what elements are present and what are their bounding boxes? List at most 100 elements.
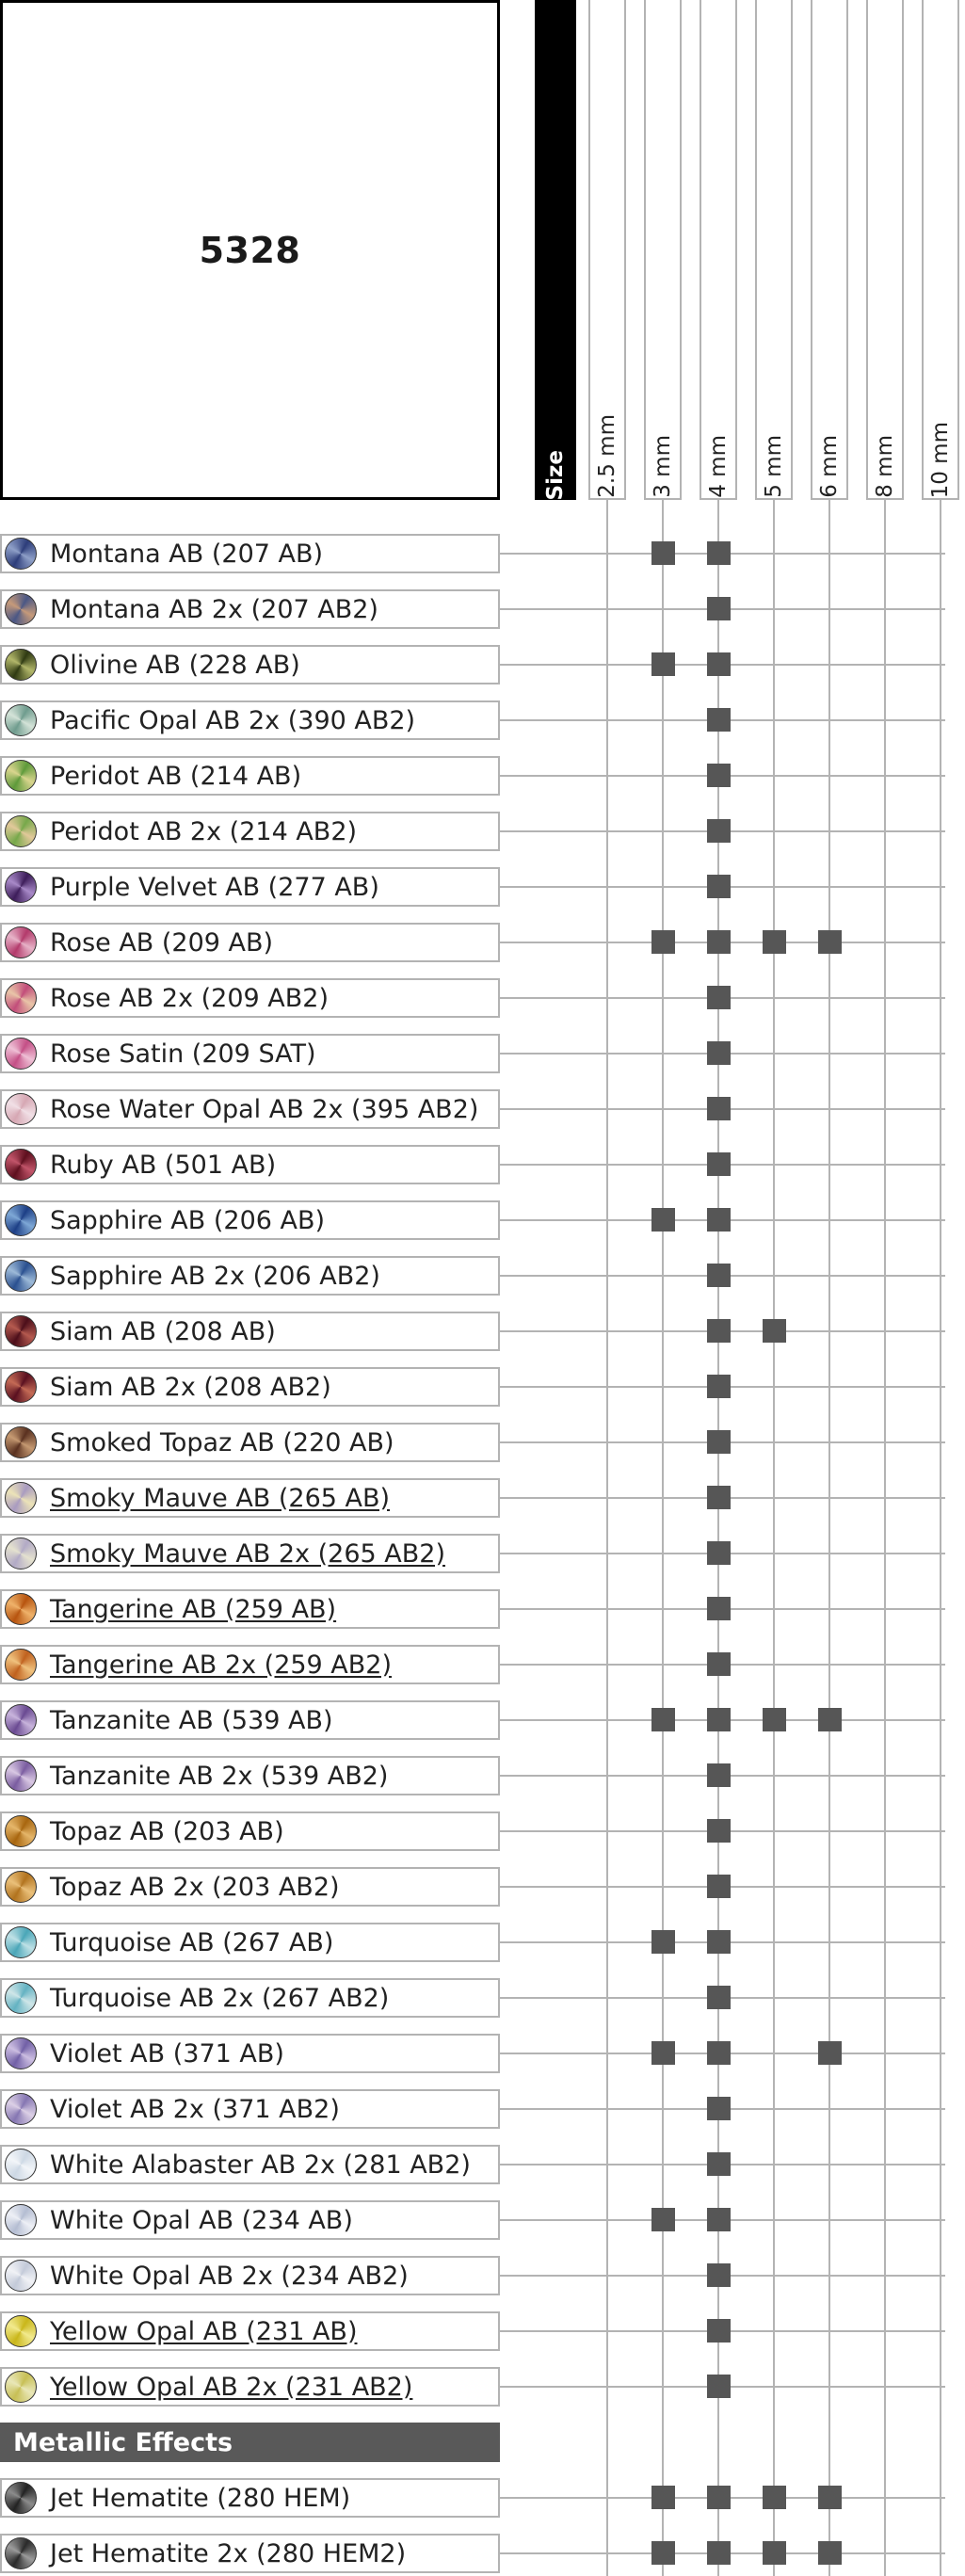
color-name: Violet AB 2x (371 AB2) [50,2094,340,2124]
color-row: Peridot AB (214 AB) [0,756,500,796]
availability-marker [706,1041,731,1065]
availability-marker [706,1208,731,1232]
color-name: Jet Hematite (280 HEM) [50,2483,351,2513]
color-name[interactable]: Tangerine AB 2x (259 AB2) [50,1650,393,1680]
color-name: Siam AB (208 AB) [50,1316,276,1346]
crystal-swatch-icon [5,1926,37,1958]
availability-marker [706,1430,731,1454]
color-row: Rose Water Opal AB 2x (395 AB2) [0,1089,500,1129]
availability-marker [706,2152,731,2176]
availability-marker [762,1319,786,1343]
color-row: Rose Satin (209 SAT) [0,1034,500,1073]
crystal-swatch-icon [5,1704,37,1736]
availability-marker [706,1264,731,1287]
size-column-header: 8 mm [866,0,904,500]
color-row: Ruby AB (501 AB) [0,1145,500,1184]
size-column-label: 2.5 mm [595,414,619,498]
availability-marker [651,930,675,954]
color-row: Smoky Mauve AB (265 AB) [0,1478,500,1518]
color-row: Turquoise AB 2x (267 AB2) [0,1978,500,2018]
availability-marker [651,2541,675,2565]
color-name: Rose AB (209 AB) [50,927,274,958]
color-row: Yellow Opal AB 2x (231 AB2) [0,2367,500,2407]
color-name: Sapphire AB (206 AB) [50,1205,326,1235]
color-name[interactable]: Yellow Opal AB (231 AB) [50,2316,358,2346]
crystal-swatch-icon [5,2482,37,2514]
size-column-line [773,500,775,2576]
availability-marker [817,1708,842,1731]
crystal-swatch-icon [5,815,37,847]
crystal-swatch-icon [5,760,37,792]
availability-marker [817,930,842,954]
availability-marker [706,986,731,1009]
color-row: Sapphire AB 2x (206 AB2) [0,1256,500,1296]
color-name[interactable]: Yellow Opal AB 2x (231 AB2) [50,2372,413,2402]
color-row: Rose AB 2x (209 AB2) [0,978,500,1018]
availability-marker [706,1319,731,1343]
crystal-swatch-icon [5,1260,37,1292]
availability-marker [651,1930,675,1954]
color-row: Tangerine AB 2x (259 AB2) [0,1645,500,1684]
color-row: Montana AB (207 AB) [0,534,500,573]
crystal-swatch-icon [5,2149,37,2181]
color-name: Topaz AB 2x (203 AB2) [50,1872,340,1902]
availability-marker [817,2041,842,2065]
size-column-line [717,500,719,2576]
availability-marker [817,2541,842,2565]
color-name: Montana AB 2x (207 AB2) [50,594,378,624]
color-name[interactable]: Smoky Mauve AB (265 AB) [50,1483,391,1513]
section-title: Metallic Effects [13,2427,233,2457]
crystal-swatch-icon [5,1038,37,1070]
color-row: Jet Hematite (280 HEM) [0,2478,500,2518]
availability-marker [706,2097,731,2120]
color-row: Purple Velvet AB (277 AB) [0,867,500,907]
availability-marker [706,2375,731,2398]
availability-marker [762,2486,786,2509]
availability-marker [706,1930,731,1954]
size-column-label: 10 mm [928,421,953,498]
color-name: Rose Satin (209 SAT) [50,1038,316,1069]
crystal-swatch-icon [5,1371,37,1403]
size-header: Size [535,0,576,500]
crystal-swatch-icon [5,593,37,625]
crystal-swatch-icon [5,2260,37,2292]
size-column-header: 6 mm [811,0,848,500]
availability-marker [706,1708,731,1731]
availability-marker [706,597,731,620]
availability-marker [706,1652,731,1676]
color-row: Smoky Mauve AB 2x (265 AB2) [0,1534,500,1573]
size-column-label: 8 mm [873,435,897,498]
crystal-swatch-icon [5,1593,37,1625]
color-name: Rose AB 2x (209 AB2) [50,983,329,1013]
availability-marker [706,2041,731,2065]
color-row: Siam AB 2x (208 AB2) [0,1367,500,1407]
color-name: Smoked Topaz AB (220 AB) [50,1427,394,1457]
color-row: Siam AB (208 AB) [0,1312,500,1351]
color-name[interactable]: Tangerine AB (259 AB) [50,1594,337,1624]
color-name: White Opal AB (234 AB) [50,2205,353,2235]
availability-marker [706,875,731,898]
availability-marker [651,652,675,676]
crystal-swatch-icon [5,1871,37,1903]
color-name: Montana AB (207 AB) [50,539,324,569]
color-name[interactable]: Smoky Mauve AB 2x (265 AB2) [50,1538,445,1569]
crystal-swatch-icon [5,1815,37,1847]
crystal-swatch-icon [5,538,37,570]
color-name: Turquoise AB (267 AB) [50,1927,334,1957]
color-name: White Alabaster AB 2x (281 AB2) [50,2149,471,2180]
color-name: Purple Velvet AB (277 AB) [50,872,379,902]
color-row: Sapphire AB (206 AB) [0,1200,500,1240]
availability-marker [651,2486,675,2509]
color-name: Topaz AB (203 AB) [50,1816,284,1846]
crystal-swatch-icon [5,2371,37,2403]
availability-marker [762,2541,786,2565]
color-name: Sapphire AB 2x (206 AB2) [50,1261,380,1291]
availability-marker [706,1819,731,1843]
crystal-swatch-icon [5,1982,37,2014]
color-row: Jet Hematite 2x (280 HEM2) [0,2534,500,2573]
size-column-header: 2.5 mm [588,0,626,500]
crystal-swatch-icon [5,926,37,958]
availability-marker [706,1097,731,1120]
size-column-header: 3 mm [644,0,682,500]
color-row: Tanzanite AB (539 AB) [0,1700,500,1740]
